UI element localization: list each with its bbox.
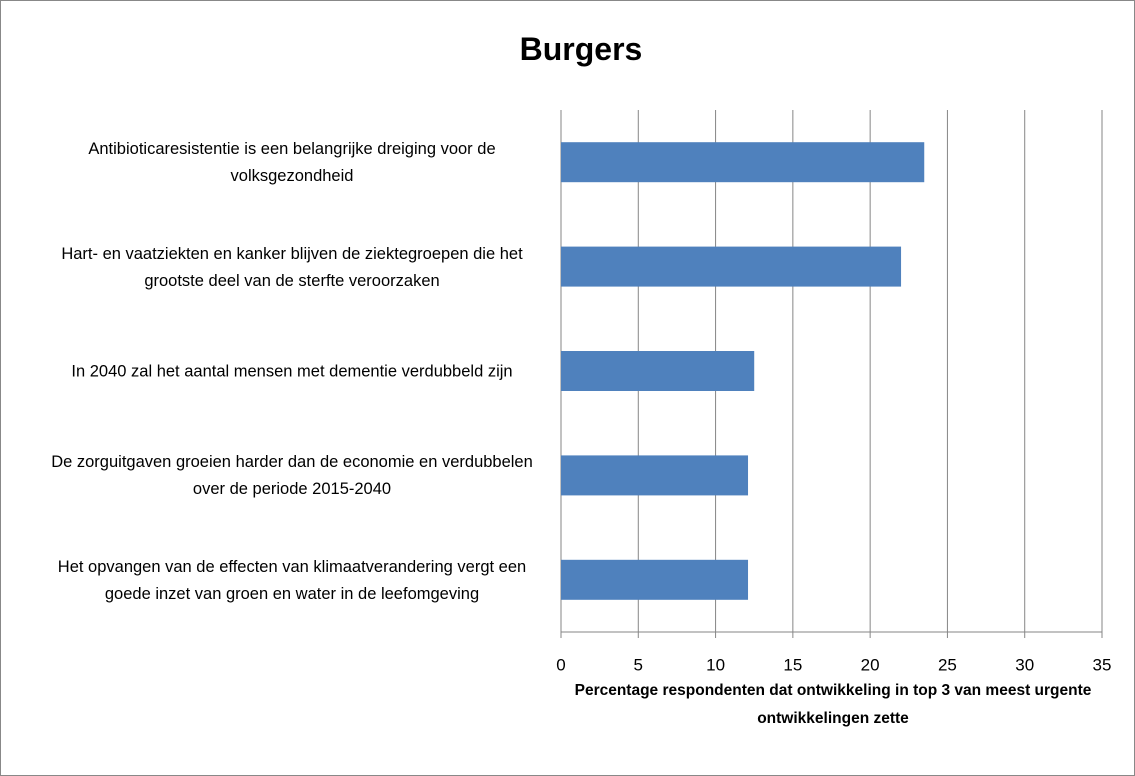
x-axis-label: Percentage respondenten dat ontwikkeling… xyxy=(574,682,1092,727)
x-tick-label: 25 xyxy=(938,655,957,674)
bar xyxy=(561,559,749,600)
x-tick-label: 20 xyxy=(861,655,880,674)
x-tick-label: 30 xyxy=(1015,655,1034,674)
y-tick-label: In 2040 zal het aantal mensen met dement… xyxy=(71,362,513,381)
chart-title: Burgers xyxy=(519,31,643,67)
y-tick-label: De zorguitgaven groeien harder dan de ec… xyxy=(51,453,533,499)
x-tick-label: 15 xyxy=(783,655,802,674)
y-tick-label: Antibioticaresistentie is een belangrijk… xyxy=(88,140,496,186)
bar xyxy=(561,351,755,391)
bar xyxy=(561,142,925,183)
y-tick-label: Hart- en vaatziekten en kanker blijven d… xyxy=(61,244,523,290)
x-tick-label: 0 xyxy=(556,655,565,674)
x-tick-label: 5 xyxy=(634,655,643,674)
bar xyxy=(561,455,749,496)
bar xyxy=(561,246,902,287)
y-tick-label: Het opvangen van de effecten van klimaat… xyxy=(57,557,527,603)
x-tick-label: 35 xyxy=(1093,655,1112,674)
x-tick-label: 10 xyxy=(706,655,725,674)
